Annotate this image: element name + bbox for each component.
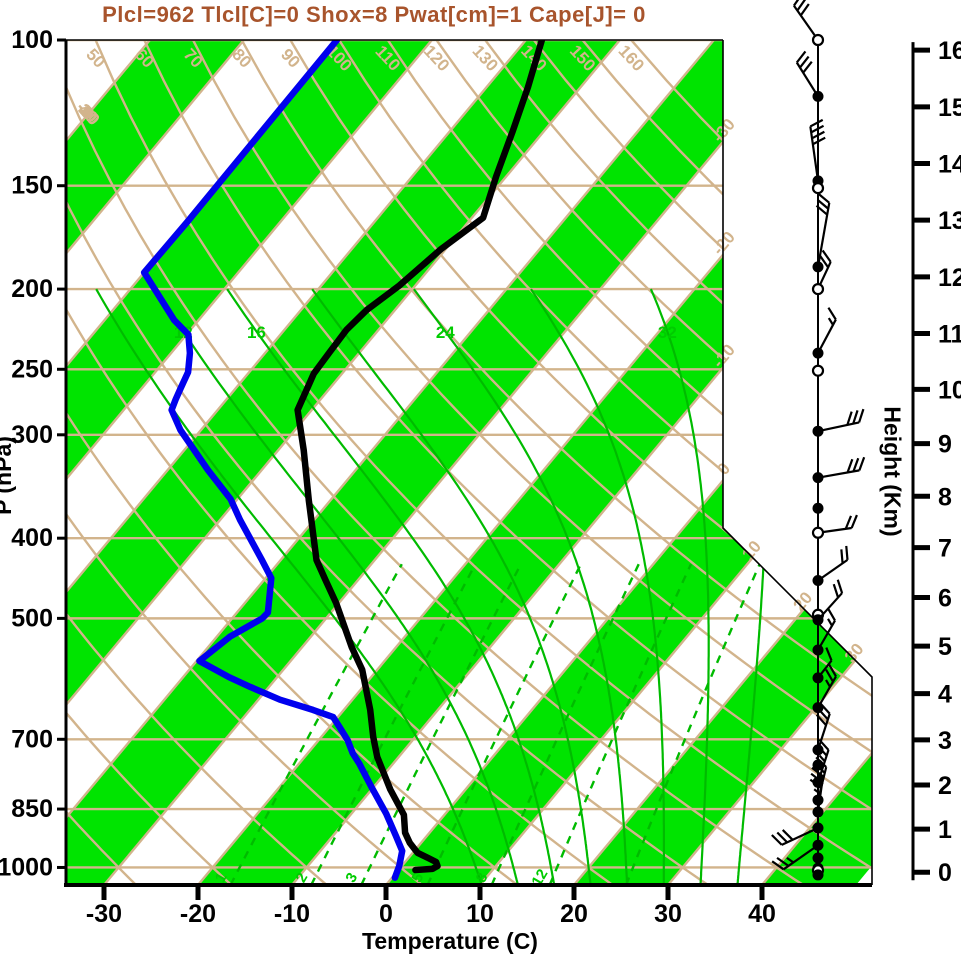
svg-text:8: 8 xyxy=(938,483,952,511)
temperature-axis-title: Temperature (C) xyxy=(362,928,538,954)
svg-text:250: 250 xyxy=(11,355,53,383)
svg-text:500: 500 xyxy=(11,604,53,632)
svg-text:4: 4 xyxy=(938,681,952,709)
svg-text:160: 160 xyxy=(615,41,648,75)
svg-text:30: 30 xyxy=(654,900,682,928)
svg-text:850: 850 xyxy=(11,795,53,823)
svg-text:1: 1 xyxy=(938,816,952,844)
svg-text:20: 20 xyxy=(560,900,588,928)
svg-text:10: 10 xyxy=(938,376,961,404)
svg-text:-20: -20 xyxy=(180,900,216,928)
svg-text:2: 2 xyxy=(938,772,952,800)
svg-text:15: 15 xyxy=(938,94,961,122)
pressure-axis-title: P (hPa) xyxy=(0,436,16,515)
svg-text:14: 14 xyxy=(938,151,961,179)
svg-text:0: 0 xyxy=(379,900,393,928)
svg-text:32: 32 xyxy=(658,323,677,342)
svg-text:200: 200 xyxy=(11,275,53,303)
svg-text:9: 9 xyxy=(938,431,952,459)
svg-text:16: 16 xyxy=(247,323,266,342)
svg-text:300: 300 xyxy=(11,421,53,449)
svg-text:24: 24 xyxy=(436,323,455,342)
height-axis-title: Height (Km) xyxy=(879,406,906,537)
svg-text:400: 400 xyxy=(11,524,53,552)
svg-text:13: 13 xyxy=(938,207,961,235)
svg-text:10: 10 xyxy=(466,900,494,928)
svg-text:3: 3 xyxy=(938,727,952,755)
chart-title: Plcl=962 Tlcl[C]=0 Shox=8 Pwat[cm]=1 Cap… xyxy=(102,2,646,27)
svg-text:100: 100 xyxy=(11,26,53,54)
svg-text:0: 0 xyxy=(938,859,952,887)
svg-text:20: 20 xyxy=(790,588,817,615)
svg-text:12: 12 xyxy=(938,264,961,292)
svg-text:40: 40 xyxy=(748,900,776,928)
svg-text:7: 7 xyxy=(938,535,952,563)
svg-text:5: 5 xyxy=(938,633,952,661)
svg-text:90: 90 xyxy=(277,45,304,72)
svg-text:1000: 1000 xyxy=(0,853,53,881)
svg-text:16: 16 xyxy=(938,37,961,65)
svg-text:700: 700 xyxy=(11,725,53,753)
svg-text:130: 130 xyxy=(469,41,502,75)
svg-text:-10: -10 xyxy=(274,900,310,928)
svg-text:150: 150 xyxy=(11,172,53,200)
svg-text:6: 6 xyxy=(938,585,952,613)
svg-text:11: 11 xyxy=(938,321,961,349)
svg-text:-30: -30 xyxy=(86,900,122,928)
svg-text:50: 50 xyxy=(82,45,109,72)
